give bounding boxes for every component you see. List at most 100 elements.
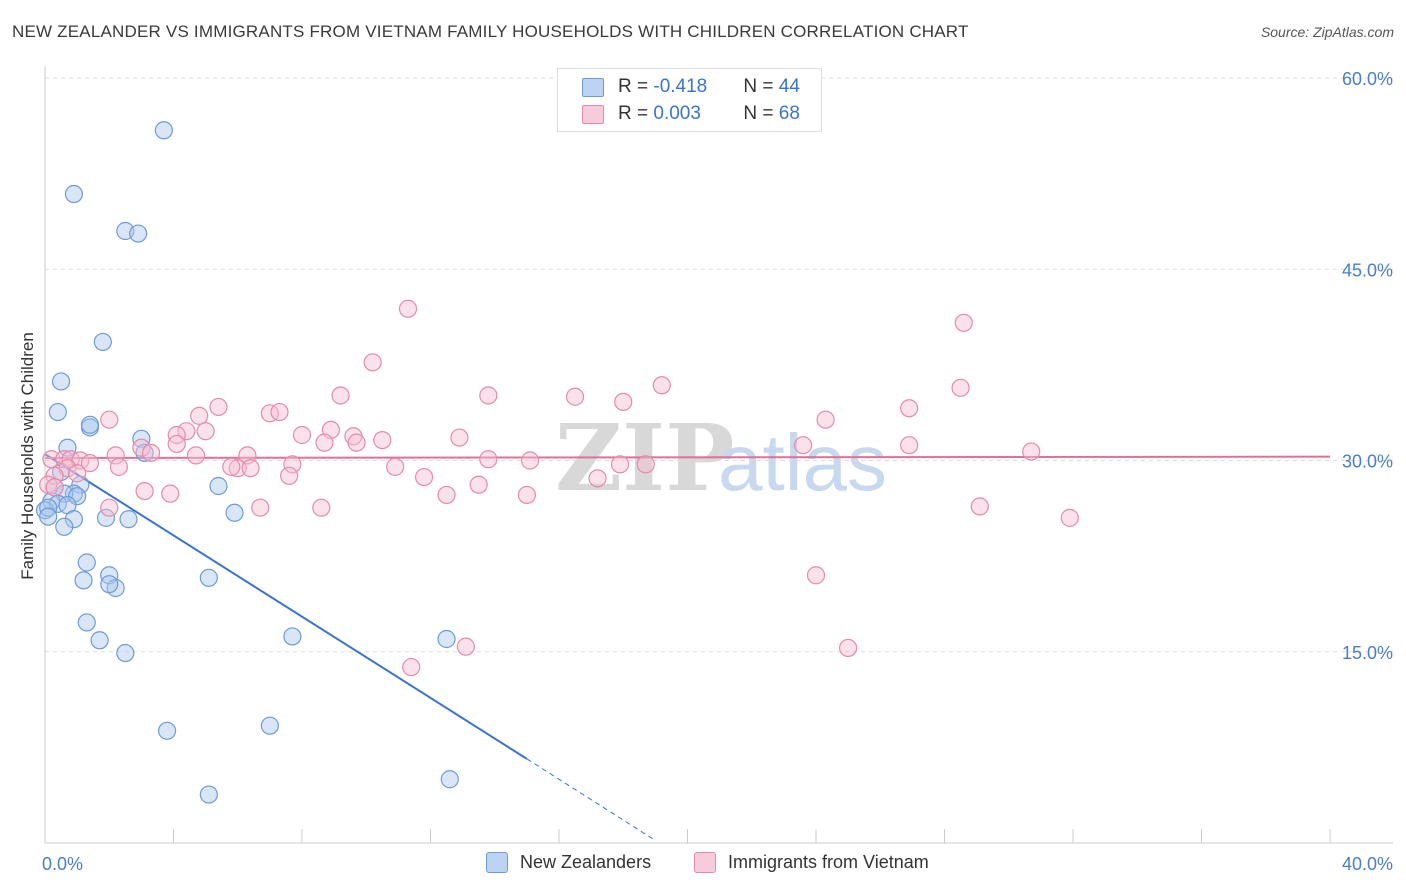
point-new-zealanders <box>119 510 138 529</box>
series-legend: New Zealanders Immigrants from Vietnam <box>0 852 1406 876</box>
point-vietnam <box>347 433 366 452</box>
point-vietnam <box>222 457 241 476</box>
point-vietnam <box>106 446 125 465</box>
point-vietnam <box>68 464 87 483</box>
legend-row-new-zealanders: R = -0.418 N = 44 <box>582 75 800 99</box>
point-vietnam <box>363 353 382 372</box>
point-vietnam <box>517 485 536 505</box>
point-vietnam <box>806 566 826 585</box>
point-new-zealanders <box>58 438 77 457</box>
point-vietnam <box>900 436 919 455</box>
point-vietnam <box>241 459 260 478</box>
point-vietnam <box>479 450 498 469</box>
point-new-zealanders <box>129 224 148 243</box>
point-new-zealanders <box>116 643 135 663</box>
point-vietnam <box>839 638 858 658</box>
legend-r-label: R = <box>618 103 654 124</box>
legend-n-label: N = <box>743 103 779 124</box>
point-new-zealanders <box>440 770 459 789</box>
point-vietnam <box>520 451 540 470</box>
point-new-zealanders <box>55 517 74 536</box>
point-new-zealanders <box>64 184 84 204</box>
legend-r-value: -0.418 <box>653 76 708 97</box>
point-vietnam <box>951 378 970 397</box>
point-vietnam <box>135 482 154 501</box>
point-vietnam <box>373 431 392 450</box>
point-new-zealanders <box>51 372 71 391</box>
point-vietnam <box>45 478 64 497</box>
point-vietnam <box>456 637 475 656</box>
x-tick-labels: 0.0% 40.0% <box>42 854 1393 874</box>
point-new-zealanders <box>260 716 279 735</box>
point-vietnam <box>398 299 418 318</box>
series-legend-label: Immigrants from Vietnam <box>728 852 929 872</box>
legend-swatch-pink <box>582 104 604 124</box>
point-vietnam <box>1022 442 1041 461</box>
point-vietnam <box>970 497 989 516</box>
point-new-zealanders <box>39 507 58 526</box>
point-new-zealanders <box>225 503 244 522</box>
y-tick-label: 60.0% <box>1342 69 1393 89</box>
x-tick-label: 40.0% <box>1342 854 1393 874</box>
series-legend-new-zealanders: New Zealanders <box>486 852 651 873</box>
point-new-zealanders <box>157 721 177 740</box>
point-vietnam <box>141 443 161 462</box>
point-vietnam <box>161 484 180 503</box>
point-new-zealanders <box>48 402 67 422</box>
point-new-zealanders <box>100 575 119 594</box>
point-vietnam <box>414 467 434 487</box>
legend-r-value: 0.003 <box>653 103 701 124</box>
point-vietnam <box>251 498 270 517</box>
point-vietnam <box>437 485 456 505</box>
point-vietnam <box>588 469 607 488</box>
point-new-zealanders <box>64 510 84 529</box>
point-new-zealanders <box>437 629 456 649</box>
point-new-zealanders <box>93 332 112 352</box>
legend-n-value: 68 <box>778 103 800 124</box>
point-vietnam <box>652 376 671 395</box>
watermark-atlas: atlas <box>718 418 887 507</box>
point-vietnam <box>196 422 215 441</box>
point-new-zealanders <box>154 121 173 140</box>
point-vietnam <box>167 434 186 454</box>
legend-swatch-blue <box>582 77 604 97</box>
point-new-zealanders <box>77 553 96 572</box>
point-vietnam <box>565 387 585 406</box>
point-vietnam <box>292 425 312 445</box>
point-new-zealanders <box>96 508 116 527</box>
point-vietnam <box>132 438 151 457</box>
point-vietnam <box>1060 508 1079 527</box>
series-swatch-blue <box>486 852 508 873</box>
point-vietnam <box>794 436 813 455</box>
point-new-zealanders <box>80 415 100 434</box>
point-vietnam <box>228 459 247 478</box>
point-vietnam <box>315 433 334 452</box>
trend-line-new-zealanders <box>44 453 528 760</box>
point-vietnam <box>280 466 299 485</box>
correlation-legend: R = -0.418 N = 44 R = 0.003 N = 68 <box>557 68 822 132</box>
trend-extension-new-zealanders <box>526 758 656 841</box>
point-vietnam <box>954 313 973 332</box>
trend-lines <box>44 453 1331 841</box>
series-legend-label: New Zealanders <box>520 852 652 872</box>
point-vietnam <box>190 406 209 425</box>
legend-n-label: N = <box>743 76 779 97</box>
chart-title: NEW ZEALANDER VS IMMIGRANTS FROM VIETNAM… <box>12 22 969 41</box>
point-vietnam <box>177 422 196 441</box>
point-vietnam <box>386 457 405 476</box>
chart-source: Source: ZipAtlas.com <box>1260 24 1394 40</box>
y-tick-label: 30.0% <box>1342 452 1393 472</box>
data-points <box>35 121 1079 804</box>
y-tick-label: 15.0% <box>1342 643 1393 663</box>
point-new-zealanders <box>71 475 90 494</box>
point-new-zealanders <box>199 568 218 587</box>
point-vietnam <box>469 475 488 494</box>
point-vietnam <box>100 410 119 429</box>
point-vietnam <box>610 455 630 474</box>
point-vietnam <box>331 386 350 405</box>
legend-r-label: R = <box>618 76 654 97</box>
point-vietnam <box>614 392 633 411</box>
y-tick-labels: 15.0% 30.0% 45.0% 60.0% <box>1342 69 1393 663</box>
legend-n-value: 44 <box>778 76 800 97</box>
